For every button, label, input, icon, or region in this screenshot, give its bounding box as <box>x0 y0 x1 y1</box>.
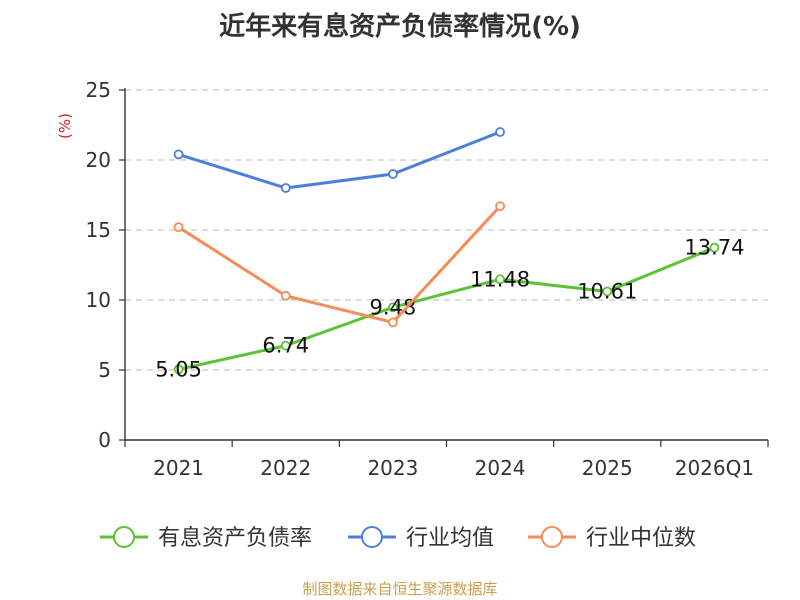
data-point <box>495 274 505 285</box>
legend-marker <box>113 526 135 548</box>
data-label: 5.05 <box>155 357 202 381</box>
data-point <box>388 169 398 179</box>
y-tick-label: 5 <box>98 358 111 382</box>
source-note: 制图数据来自恒生聚源数据库 <box>302 580 498 598</box>
y-axis-label: (%) <box>56 113 74 139</box>
series-line <box>177 205 502 324</box>
legend-entry: 有息资产负债率 <box>158 526 312 551</box>
data-point <box>280 183 291 193</box>
legend-entry: 行业中位数 <box>586 526 696 551</box>
x-tick-label: 2022 <box>260 456 311 480</box>
data-point <box>388 317 398 328</box>
x-tick-label: 2024 <box>475 456 526 480</box>
x-tick-label: 2025 <box>582 456 633 480</box>
data-point <box>495 201 505 212</box>
y-tick-label: 15 <box>86 218 111 242</box>
y-tick-label: 0 <box>98 428 111 452</box>
x-tick-label: 2026Q1 <box>675 456 754 480</box>
data-label: 13.74 <box>684 236 744 260</box>
data-point <box>602 286 613 297</box>
y-tick-label: 25 <box>86 78 111 102</box>
y-tick-label: 20 <box>86 148 111 172</box>
data-label: 10.61 <box>577 279 637 303</box>
series-line <box>178 130 501 190</box>
chart-title: 近年来有息资产负债率情况(%) <box>219 12 581 42</box>
y-tick-label: 10 <box>86 288 111 312</box>
data-point <box>495 127 505 137</box>
data-label: 9.48 <box>370 295 417 319</box>
x-tick-label: 2021 <box>153 456 204 480</box>
data-point <box>388 302 398 313</box>
data-point <box>280 290 291 301</box>
x-tick-label: 2023 <box>367 456 418 480</box>
data-point <box>709 242 720 253</box>
data-label: 6.74 <box>262 334 309 358</box>
legend-marker <box>541 526 563 548</box>
data-point <box>173 149 184 160</box>
legend-entry: 行业均值 <box>406 526 494 551</box>
data-point <box>173 222 184 233</box>
data-point <box>280 340 291 351</box>
legend-marker <box>361 526 383 548</box>
data-label: 11.48 <box>470 267 530 291</box>
data-point <box>173 364 184 375</box>
series-line <box>178 246 715 371</box>
